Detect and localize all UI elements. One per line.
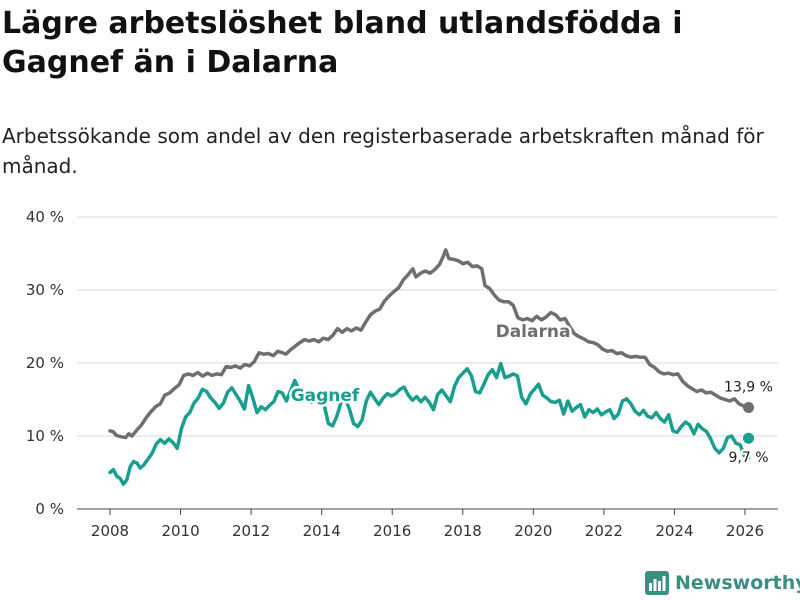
series-line-dalarna (108, 248, 751, 440)
y-tick-label: 0 % (35, 500, 64, 518)
newsworthy-logo: Newsworthy (645, 568, 800, 598)
end-value-label-dalarna: 13,9 % (724, 380, 773, 396)
chart-subtitle: Arbetssökande som andel av den registerb… (2, 124, 764, 178)
x-tick-label: 2014 (303, 522, 341, 540)
chart-title: Lägre arbetslöshet bland utlandsfödda i … (2, 6, 683, 80)
series-labels: 13,9 % Dalarna 9,7 % Gagnef (288, 320, 775, 469)
x-tick-label: 2010 (161, 522, 199, 540)
y-tick-label: 40 % (26, 208, 64, 226)
y-tick-label: 20 % (26, 354, 64, 372)
end-point-gagnef (743, 432, 755, 444)
series-lines (108, 248, 755, 486)
x-tick-label: 2024 (655, 522, 693, 540)
series-line-gagnef (108, 361, 751, 486)
x-tick-label: 2016 (373, 522, 411, 540)
x-tick-label: 2026 (726, 522, 764, 540)
bar-chart-icon (645, 571, 669, 595)
x-tick-label: 2022 (585, 522, 623, 540)
x-tick-label: 2008 (91, 522, 129, 540)
end-point-dalarna (743, 402, 755, 414)
brand-name: Newsworthy (675, 572, 800, 594)
y-tick-label: 30 % (26, 281, 64, 299)
x-tick-label: 2020 (514, 522, 552, 540)
series-name-label-gagnef: Gagnef (291, 386, 360, 406)
gridlines (77, 216, 778, 437)
x-tick-label: 2012 (232, 522, 270, 540)
y-tick-label: 10 % (26, 427, 64, 445)
series-name-label-dalarna: Dalarna (496, 322, 571, 342)
axes: 0 % 10 % 20 % 30 % 40 % 2008 2010 2012 2014 2016 2… (26, 208, 778, 540)
x-tick-label: 2018 (444, 522, 482, 540)
end-value-label-gagnef: 9,7 % (729, 450, 769, 466)
